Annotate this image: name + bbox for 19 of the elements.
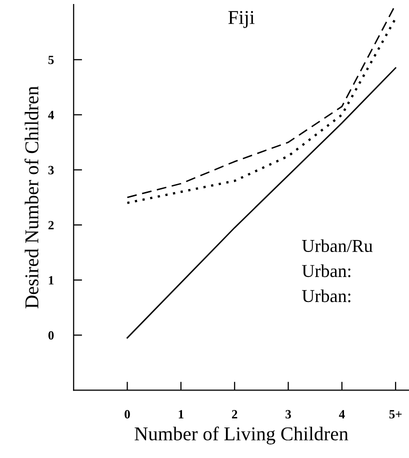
y-tick-label: 2 (48, 221, 54, 230)
annotation: Urban/Ru (302, 239, 373, 252)
y-tick-label: 4 (48, 110, 54, 120)
line-series (126, 67, 396, 339)
annotation: Urban: (302, 289, 350, 302)
x-tick-label: 3 (286, 410, 291, 418)
chart-title: Fiji (228, 10, 254, 28)
x-tick-label: 4 (338, 410, 345, 418)
y-tick-label: 0 (48, 331, 54, 340)
y-tick-label: 3 (48, 166, 54, 174)
annotation: Urban: (302, 264, 350, 278)
y-tick-label: 1 (48, 276, 54, 284)
x-tick-label: 0 (124, 410, 130, 418)
y-tick-label: 5 (48, 56, 54, 64)
x-tick-label: 5+ (389, 410, 402, 418)
y-axis-title: Desired Number of Children (24, 86, 38, 308)
x-axis-title: Number of Living Children (134, 426, 348, 444)
x-tick-label: 1 (178, 410, 184, 418)
x-tick-label: 2 (232, 410, 238, 418)
